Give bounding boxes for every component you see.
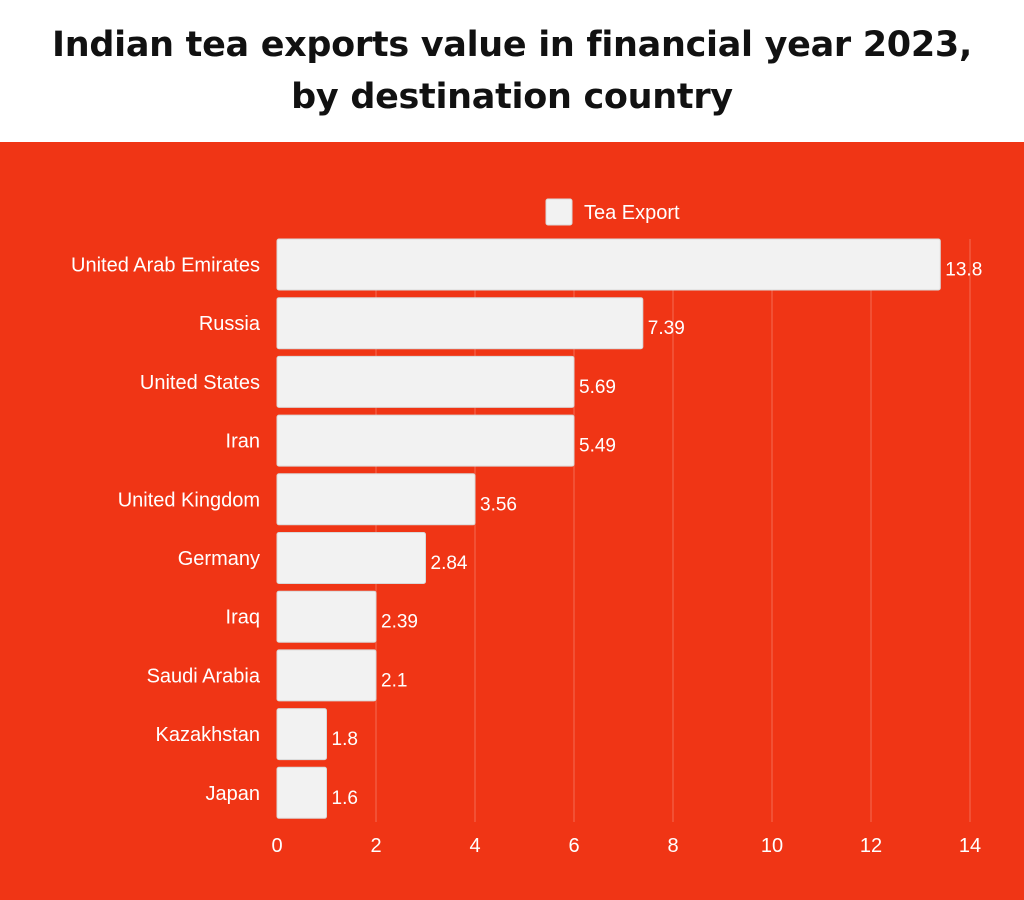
- chart-title: Indian tea exports value in financial ye…: [52, 25, 972, 117]
- bars: [276, 238, 941, 819]
- value-label: 2.1: [381, 670, 407, 691]
- value-label: 1.8: [332, 729, 358, 750]
- value-label: 3.56: [480, 494, 517, 515]
- value-label: 7.39: [648, 318, 685, 339]
- value-label: 2.39: [381, 612, 418, 633]
- bar: [276, 708, 327, 761]
- bar: [276, 355, 575, 408]
- x-tick-label: 4: [469, 835, 480, 857]
- chart-panel: Tea Export United Arab Emirates Russia Uni…: [0, 142, 1024, 900]
- category-labels: United Arab Emirates Russia United States I…: [71, 255, 261, 805]
- category-label: United States: [140, 372, 260, 394]
- x-tick-label: 6: [568, 835, 579, 857]
- bar: [276, 766, 327, 819]
- legend-label: Tea Export: [584, 202, 680, 224]
- value-label: 5.49: [579, 436, 616, 457]
- category-label: Germany: [178, 548, 260, 570]
- bar: [276, 473, 476, 526]
- value-label: 13.8: [945, 260, 982, 281]
- value-label: 1.6: [332, 788, 358, 809]
- x-tick-label: 14: [959, 835, 981, 857]
- x-tick-label: 12: [860, 835, 882, 857]
- category-label: Kazakhstan: [155, 724, 260, 746]
- category-label: Saudi Arabia: [147, 665, 261, 687]
- category-label: United Arab Emirates: [71, 255, 260, 277]
- category-label: Iran: [226, 431, 260, 453]
- x-tick-label: 0: [271, 835, 282, 857]
- bar: [276, 649, 377, 702]
- bar: [276, 532, 426, 584]
- legend: Tea Export: [545, 198, 680, 226]
- bar: [276, 297, 644, 350]
- bar: [276, 238, 941, 291]
- value-labels: 13.8 7.39 5.69 5.49 3.56 2.84 2.39 2.1 1.8 1.6: [332, 260, 983, 809]
- x-tick-label: 8: [667, 835, 678, 857]
- category-label: Japan: [206, 783, 261, 805]
- x-tick-label: 2: [370, 835, 381, 857]
- bar: [276, 590, 377, 643]
- bar-chart: Tea Export United Arab EmiratesRussiaUni…: [0, 142, 1024, 900]
- x-tick-label: 10: [761, 835, 783, 857]
- category-label: Russia: [199, 313, 261, 335]
- bar: [276, 414, 575, 467]
- value-label: 5.69: [579, 377, 616, 398]
- title-band: Indian tea exports value in financial ye…: [0, 0, 1024, 142]
- x-axis-ticks: 0 2 4 6 8 10 12 14: [271, 835, 981, 857]
- value-label: 2.84: [431, 553, 468, 574]
- legend-swatch: [545, 198, 573, 226]
- category-label: United Kingdom: [118, 489, 260, 511]
- category-label: Iraq: [226, 607, 260, 629]
